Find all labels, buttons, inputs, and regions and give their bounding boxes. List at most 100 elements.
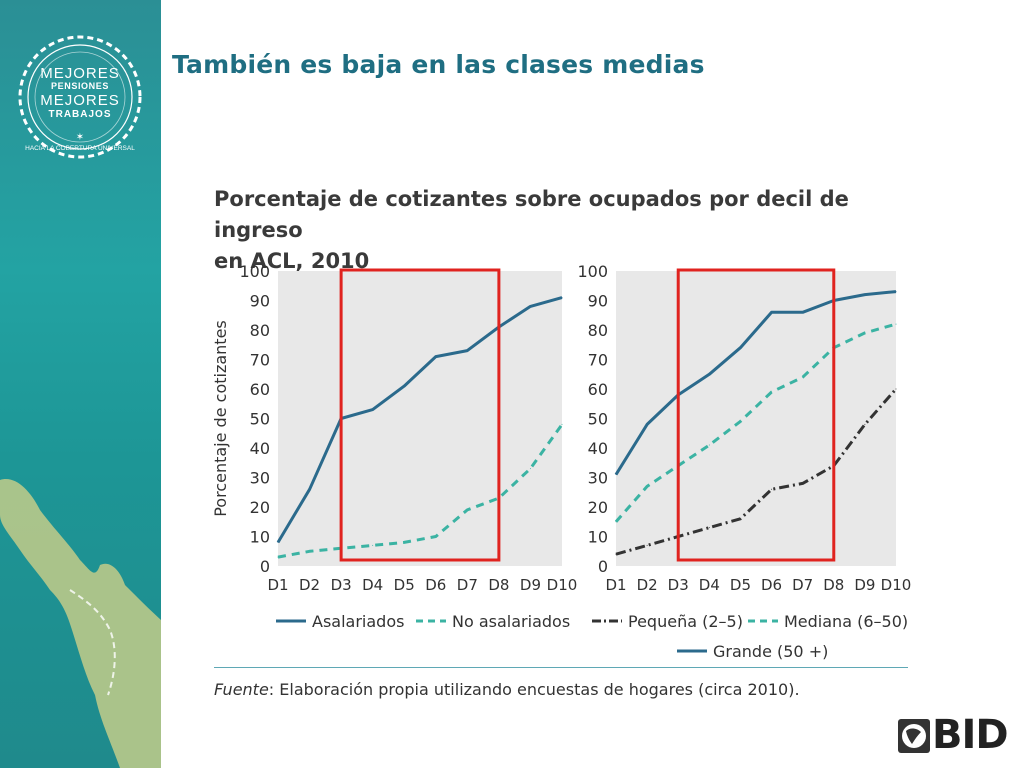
x-tick-label: D3 xyxy=(331,576,352,594)
highlight-box xyxy=(339,268,501,562)
data-point xyxy=(615,474,617,476)
data-point xyxy=(802,376,804,378)
figure-divider xyxy=(214,667,908,668)
data-point xyxy=(529,468,531,470)
x-tick-label: D8 xyxy=(823,576,844,594)
y-tick-label: 100 xyxy=(239,262,270,281)
logo-ring-text: HACIA LA COBERTURA UNIVERSAL xyxy=(25,145,135,152)
data-point xyxy=(372,544,374,546)
x-tick-label: D10 xyxy=(881,576,912,594)
y-tick-label: 30 xyxy=(588,469,608,488)
figure-source: Fuente: Elaboración propia utilizando en… xyxy=(214,680,800,699)
data-point xyxy=(895,388,897,390)
legend-label: Grande (50 +) xyxy=(713,642,828,661)
legend-item-4: Mediana (6–50) xyxy=(748,612,908,631)
y-tick-label: 70 xyxy=(250,351,270,370)
legend-label: Asalariados xyxy=(312,612,404,631)
data-point xyxy=(802,311,804,313)
data-point xyxy=(615,521,617,523)
source-label: Fuente xyxy=(214,680,269,699)
data-point xyxy=(646,544,648,546)
data-point xyxy=(403,541,405,543)
y-tick-label: 90 xyxy=(588,292,608,311)
x-tick-label: D10 xyxy=(547,576,578,594)
x-tick-label: D8 xyxy=(488,576,509,594)
y-tick-label: 100 xyxy=(577,262,608,281)
y-tick-label: 50 xyxy=(588,410,608,429)
x-tick-label: D1 xyxy=(605,576,626,594)
data-point xyxy=(561,297,563,299)
y-tick-label: 10 xyxy=(588,528,608,547)
data-point xyxy=(864,332,866,334)
data-point xyxy=(895,291,897,293)
logo-word-2: PENSIONES xyxy=(51,81,109,91)
data-point xyxy=(708,444,710,446)
data-point xyxy=(372,409,374,411)
data-point xyxy=(466,350,468,352)
data-point xyxy=(771,391,773,393)
data-point xyxy=(708,527,710,529)
x-tick-label: D5 xyxy=(730,576,751,594)
y-tick-label: 10 xyxy=(250,528,270,547)
y-tick-label: 90 xyxy=(250,292,270,311)
legend-label: Pequeña (2–5) xyxy=(628,612,743,631)
data-point xyxy=(895,323,897,325)
y-tick-label: 40 xyxy=(250,439,270,458)
legend-item-1: Asalariados xyxy=(276,612,404,631)
bid-logo xyxy=(898,719,930,753)
source-text: : Elaboración propia utilizando encuesta… xyxy=(268,680,800,699)
data-point xyxy=(529,305,531,307)
data-point xyxy=(309,550,311,552)
x-tick-label: D9 xyxy=(520,576,541,594)
legend-item-2: No asalariados xyxy=(416,612,570,631)
y-tick-label: 0 xyxy=(598,557,608,576)
data-point xyxy=(615,553,617,555)
plot-background xyxy=(616,271,896,566)
y-tick-label: 0 xyxy=(260,557,270,576)
series-line-1 xyxy=(276,296,563,544)
data-point xyxy=(739,518,741,520)
decorative-sidebar: HACIA LA COBERTURA UNIVERSAL ✶ MEJORES P… xyxy=(0,0,161,768)
data-point xyxy=(309,488,311,490)
x-tick-label: D1 xyxy=(267,576,288,594)
logo-word-1: MEJORES xyxy=(40,65,120,82)
x-tick-label: D5 xyxy=(394,576,415,594)
y-tick-label: 80 xyxy=(250,321,270,340)
data-point xyxy=(771,311,773,313)
y-tick-label: 30 xyxy=(250,469,270,488)
logo-word-4: TRABAJOS xyxy=(48,109,112,120)
data-point xyxy=(739,420,741,422)
series-line-2 xyxy=(614,322,897,523)
y-tick-label: 60 xyxy=(250,380,270,399)
slide-title: También es baja en las clases medias xyxy=(172,50,705,79)
data-point xyxy=(802,482,804,484)
legend-item-3: Pequeña (2–5) xyxy=(592,612,743,631)
data-point xyxy=(277,556,279,558)
y-tick-label: 60 xyxy=(588,380,608,399)
x-tick-label: D3 xyxy=(668,576,689,594)
data-point xyxy=(864,423,866,425)
plot-background xyxy=(278,271,562,566)
data-point xyxy=(435,356,437,358)
legend-label: No asalariados xyxy=(452,612,570,631)
series-line-1 xyxy=(615,388,898,556)
x-tick-label: D6 xyxy=(425,576,446,594)
legend-item-5: Grande (50 +) xyxy=(677,642,828,661)
data-point xyxy=(708,373,710,375)
data-point xyxy=(435,536,437,537)
data-point xyxy=(646,423,648,425)
chart-panel-1: 0 10 20 30 40 50 60 70 80 90 100 D1 D2 D3 D4 D5 D6 D7 D8 D9… xyxy=(211,262,577,594)
x-tick-label: D4 xyxy=(362,576,383,594)
y-tick-label: 20 xyxy=(588,498,608,517)
x-tick-label: D6 xyxy=(761,576,782,594)
y-axis-label: Porcentaje de cotizantes xyxy=(211,320,230,517)
mejores-pensiones-logo: HACIA LA COBERTURA UNIVERSAL ✶ MEJORES P… xyxy=(12,32,148,162)
x-tick-label: D9 xyxy=(854,576,875,594)
data-point xyxy=(561,423,563,425)
y-tick-label: 80 xyxy=(588,321,608,340)
latin-america-map-icon xyxy=(0,479,161,768)
y-tick-label: 70 xyxy=(588,351,608,370)
data-point xyxy=(739,347,741,349)
svg-text:✶: ✶ xyxy=(76,132,84,143)
